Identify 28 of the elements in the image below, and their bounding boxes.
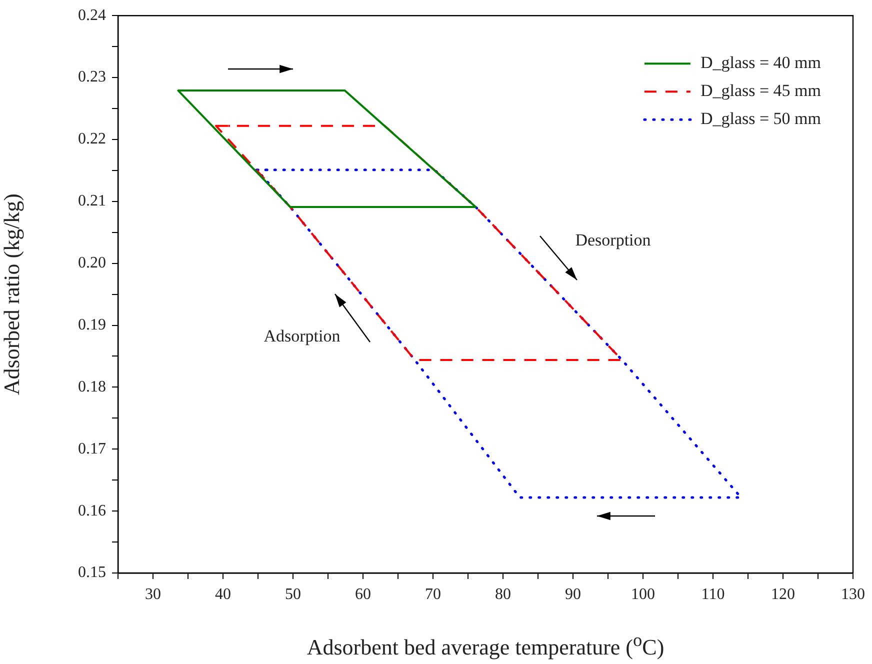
y-tick-label: 0.24 bbox=[78, 6, 106, 24]
annotation: Desorption bbox=[575, 230, 652, 250]
x-tick-label: 130 bbox=[841, 586, 865, 603]
x-tick-label: 100 bbox=[631, 586, 655, 603]
x-axis-title: Adsorbent bed average temperature ($^{o}$C) bbox=[306, 630, 666, 660]
legend-label: D_glass = 40 mm bbox=[700, 53, 821, 72]
legend-label: D_glass = 50 mm bbox=[700, 109, 821, 128]
x-tick-label: 30 bbox=[145, 586, 161, 603]
x-tick-label: 80 bbox=[495, 586, 511, 603]
y-tick-label: 0.21 bbox=[78, 192, 106, 210]
x-tick-label: 50 bbox=[285, 586, 301, 603]
y-tick-label: 0.20 bbox=[78, 254, 106, 272]
y-tick-label: 0.17 bbox=[78, 440, 106, 458]
y-tick-label: 0.18 bbox=[78, 378, 106, 396]
y-tick-label: 0.23 bbox=[78, 68, 106, 86]
x-tick-label: 120 bbox=[771, 586, 795, 603]
annotation: Adsorption bbox=[264, 326, 341, 346]
x-tick-label: 110 bbox=[701, 586, 725, 603]
y-tick-label: 0.15 bbox=[78, 564, 106, 582]
y-tick-label: 0.22 bbox=[78, 130, 106, 148]
x-tick-label: 60 bbox=[355, 586, 371, 603]
x-tick-label: 90 bbox=[565, 586, 581, 603]
x-tick-label: 70 bbox=[425, 586, 441, 603]
y-tick-label: 0.16 bbox=[78, 502, 106, 520]
legend-label: D_glass = 45 mm bbox=[700, 81, 821, 100]
y-tick-label: 0.19 bbox=[78, 316, 106, 334]
x-tick-label: 40 bbox=[215, 586, 231, 603]
y-axis-title: Adsorbed ratio (kg/kg) bbox=[0, 193, 24, 396]
